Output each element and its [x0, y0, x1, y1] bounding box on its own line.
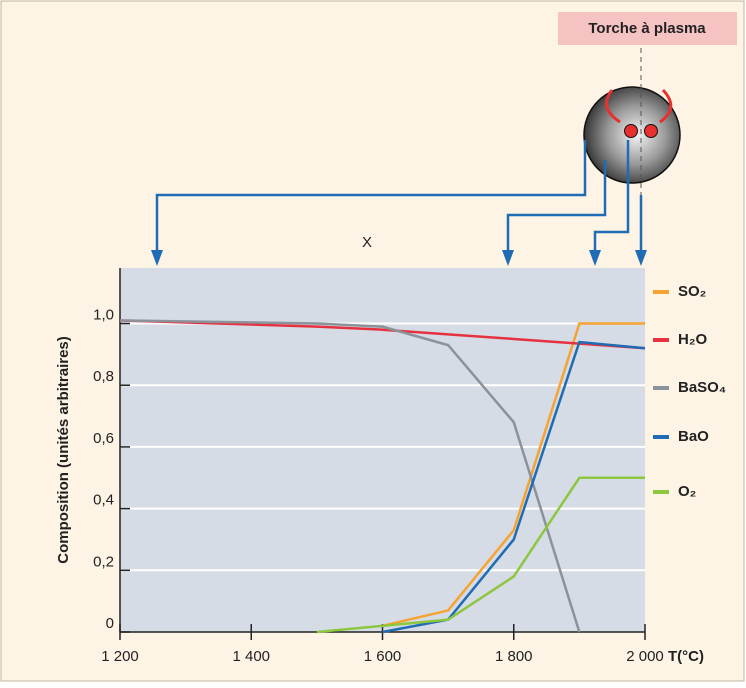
- legend-label: SO₂: [678, 283, 706, 300]
- y-tick-label: 1,0: [93, 306, 114, 323]
- x-tick-label: 1 400: [232, 648, 270, 665]
- x-tick-label: 1 800: [495, 648, 533, 665]
- torch-label: Torche à plasma: [588, 20, 706, 37]
- x-tick-label: 1 600: [364, 648, 402, 665]
- legend-label: H₂O: [678, 331, 707, 348]
- legend-label: BaO: [678, 428, 709, 445]
- y-tick-label: 0: [106, 615, 114, 632]
- x-tick-label: 2 000: [626, 648, 664, 665]
- electrode: [645, 125, 658, 138]
- y-tick-label: 0,8: [93, 368, 114, 385]
- x-axis-label: T(°C): [668, 648, 704, 665]
- x-tick-label: 1 200: [101, 648, 139, 665]
- y-tick-label: 0,6: [93, 430, 114, 447]
- y-tick-label: 0,2: [93, 553, 114, 570]
- legend-label: BaSO₄: [678, 379, 726, 396]
- y-tick-label: 0,4: [93, 492, 114, 509]
- chart: Torche à plasma X Composition (unités ar…: [0, 0, 746, 683]
- electrode: [625, 125, 638, 138]
- y-axis-label: Composition (unités arbitraires): [55, 336, 72, 564]
- legend-label: O₂: [678, 483, 696, 500]
- x-annotation: X: [362, 234, 372, 251]
